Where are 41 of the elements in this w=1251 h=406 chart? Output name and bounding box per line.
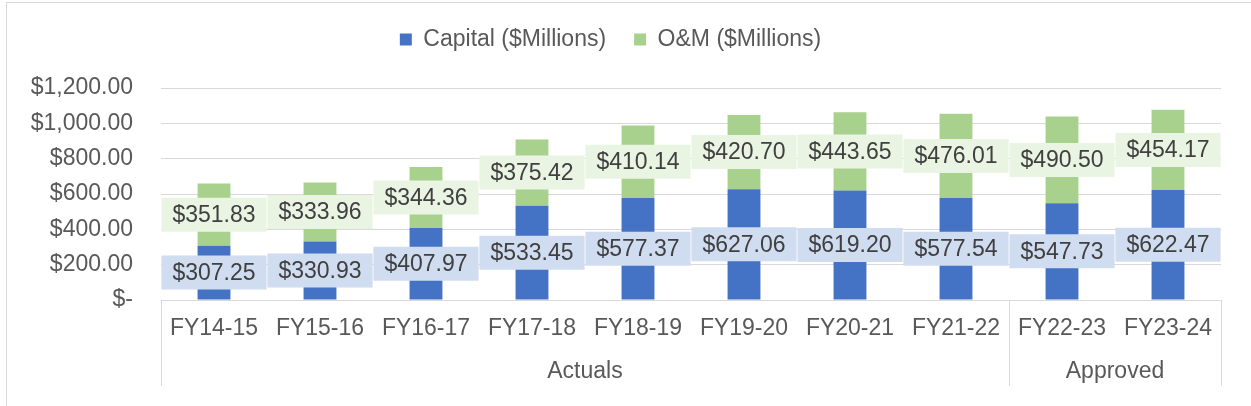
data-label: $533.45 (490, 238, 574, 265)
data-label: $330.93 (278, 256, 362, 283)
data-label: $375.42 (490, 158, 574, 185)
data-label: $420.70 (702, 138, 786, 165)
data-label: $443.65 (808, 137, 892, 164)
x-tick-label: FY16-17 (381, 314, 471, 341)
data-label: $577.37 (596, 235, 680, 262)
data-label: $407.97 (384, 250, 468, 277)
x-tick-label: FY17-18 (487, 314, 577, 341)
x-tick-label: FY23-24 (1123, 314, 1213, 341)
x-tick-label: FY20-21 (805, 314, 895, 341)
text: Actuals (547, 357, 623, 384)
data-label: $619.20 (808, 231, 892, 258)
data-label: $622.47 (1126, 231, 1210, 258)
data-label: $454.17 (1126, 136, 1210, 163)
x-tick-label: FY18-19 (593, 314, 683, 341)
legend-label: O&M ($Millions) (657, 24, 822, 51)
legend-label: Capital ($Millions) (423, 24, 607, 51)
text: Approved (1065, 357, 1165, 384)
y-tick-label: $800.00 (49, 144, 133, 171)
data-label: $344.36 (384, 183, 468, 210)
data-label: $410.14 (596, 148, 680, 175)
data-label: $476.01 (914, 142, 998, 169)
data-label: $577.54 (914, 235, 998, 262)
x-tick-label: FY22-23 (1017, 314, 1107, 341)
y-tick-label: $1,000.00 (30, 108, 133, 135)
x-tick-label: FY21-22 (911, 314, 1001, 341)
y-tick-label: $- (112, 285, 133, 312)
data-label: $490.50 (1020, 146, 1104, 173)
data-label: $333.96 (278, 198, 362, 225)
y-tick-label: $200.00 (49, 250, 133, 277)
data-label: $351.83 (172, 200, 256, 227)
x-tick-label: FY15-16 (275, 314, 365, 341)
y-tick-label: $600.00 (49, 179, 133, 206)
x-tick-label: FY14-15 (169, 314, 259, 341)
data-label: $547.73 (1020, 237, 1104, 264)
x-tick-label: FY19-20 (699, 314, 789, 341)
y-tick-label: $1,200.00 (30, 73, 133, 100)
data-label: $307.25 (172, 258, 256, 285)
data-label: $627.06 (702, 230, 786, 257)
y-tick-label: $400.00 (49, 214, 133, 241)
